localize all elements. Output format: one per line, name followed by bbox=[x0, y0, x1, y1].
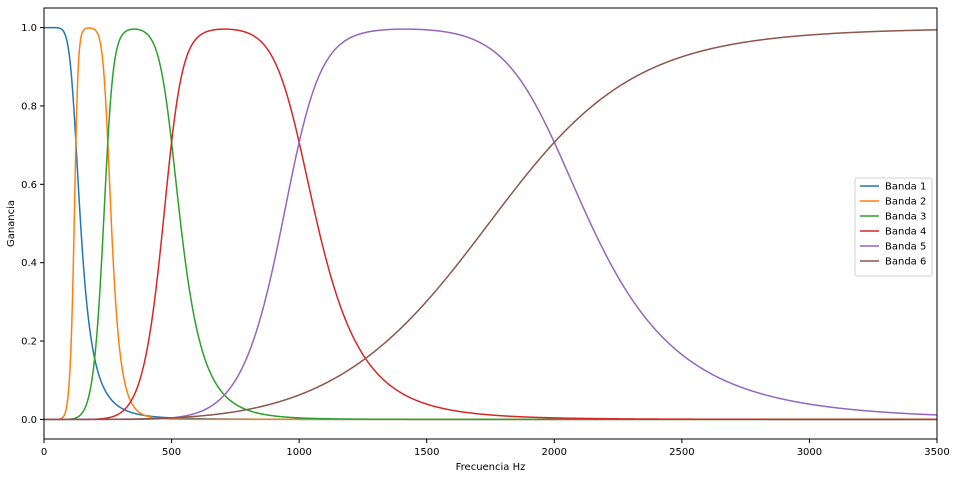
y-tick-label: 0.8 bbox=[21, 101, 37, 112]
x-tick-label: 1500 bbox=[414, 447, 439, 458]
x-tick-label: 1000 bbox=[286, 447, 311, 458]
y-tick-label: 0.4 bbox=[21, 258, 37, 269]
x-axis: 0 500 1000 1500 2000 2500 3000 3500 bbox=[41, 439, 950, 458]
legend-label: Banda 1 bbox=[885, 182, 926, 193]
series-line-4 bbox=[44, 28, 937, 421]
legend-label: Banda 6 bbox=[885, 257, 926, 268]
plot-lines bbox=[44, 26, 938, 421]
x-tick-label: 3500 bbox=[924, 447, 949, 458]
series-line-6 bbox=[44, 29, 938, 421]
y-axis-label: Ganancia bbox=[6, 200, 17, 247]
legend-label: Banda 2 bbox=[885, 197, 926, 208]
x-tick-label: 3000 bbox=[797, 447, 822, 458]
y-tick-label: 1.0 bbox=[21, 23, 37, 34]
y-axis: 0.0 0.2 0.4 0.6 0.8 1.0 bbox=[21, 23, 44, 426]
legend-label: Banda 3 bbox=[885, 212, 926, 223]
x-tick-label: 0 bbox=[41, 447, 47, 458]
y-tick-label: 0.0 bbox=[21, 415, 37, 426]
legend-label: Banda 5 bbox=[885, 242, 926, 253]
y-tick-label: 0.2 bbox=[21, 337, 37, 348]
series-line-1 bbox=[44, 26, 937, 421]
y-tick-label: 0.6 bbox=[21, 180, 37, 191]
x-axis-label: Frecuencia Hz bbox=[456, 462, 526, 473]
legend: Banda 1 Banda 2 Banda 3 Banda 4 Banda 5 Banda… bbox=[854, 177, 933, 277]
legend-box bbox=[854, 177, 933, 277]
series-line-2 bbox=[44, 27, 937, 421]
x-tick-label: 500 bbox=[162, 447, 181, 458]
legend-label: Banda 4 bbox=[885, 227, 926, 238]
plot-frame bbox=[43, 7, 938, 440]
series-line-3 bbox=[44, 28, 937, 421]
series-line-5 bbox=[44, 28, 938, 421]
x-tick-label: 2500 bbox=[669, 447, 694, 458]
x-tick-label: 2000 bbox=[542, 447, 567, 458]
